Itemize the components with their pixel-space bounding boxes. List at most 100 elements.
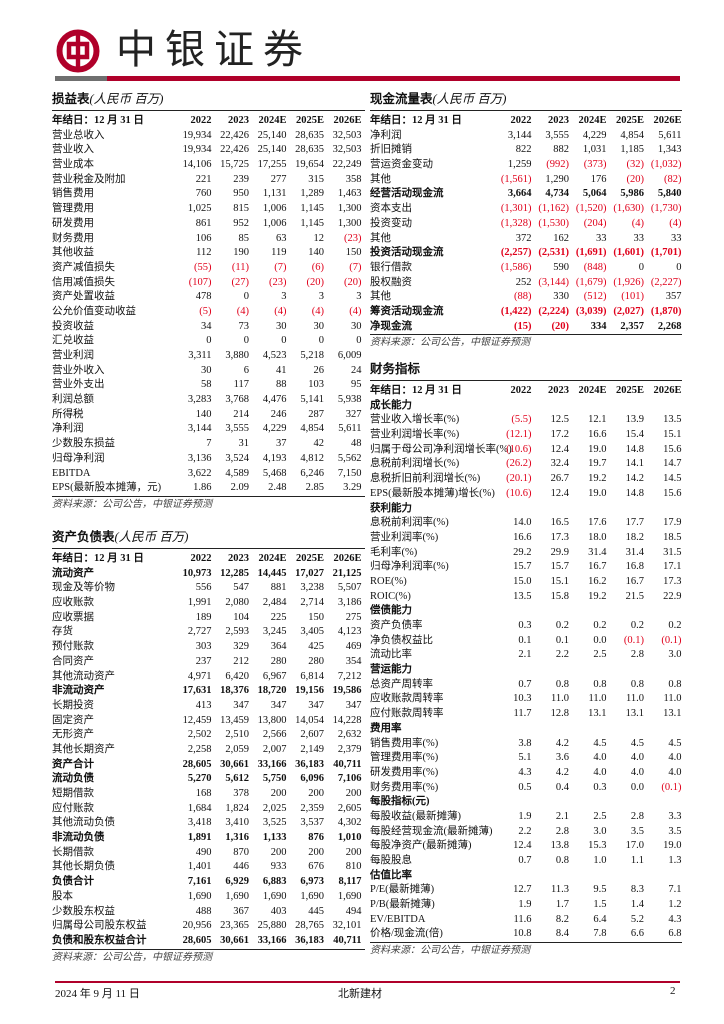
cell-value: 9.5 bbox=[593, 884, 607, 896]
row-label: 其他 bbox=[370, 291, 391, 303]
cell-value: 5,218 bbox=[300, 350, 324, 361]
table-bottom-rule bbox=[52, 948, 365, 950]
source-note: 资料来源：公司公告，中银证券预测 bbox=[370, 945, 530, 957]
cell-value: 4,854 bbox=[300, 423, 324, 435]
cell-value: 8.2 bbox=[555, 913, 569, 925]
cell-value: 3,136 bbox=[187, 452, 212, 464]
cell-value: 85 bbox=[238, 232, 250, 244]
header-rule-gray bbox=[55, 76, 107, 81]
table-row: 资产减值损失 (55) (11) (7) (6) (7) bbox=[52, 261, 365, 276]
year-header: 2024E bbox=[578, 385, 607, 396]
cell-value: 1,690 bbox=[337, 890, 362, 902]
cell-value: 1,006 bbox=[262, 217, 287, 229]
cell-value: 5,611 bbox=[658, 129, 682, 141]
cell-value: 29.2 bbox=[513, 546, 532, 558]
cell-value: 13.9 bbox=[625, 414, 644, 426]
cell-value: 16.2 bbox=[588, 575, 607, 587]
table-row: 息税前利润率(%) 14.0 16.5 17.6 17.7 17.9 bbox=[370, 516, 682, 531]
row-label: 总资产周转率 bbox=[370, 678, 433, 690]
row-label: 资本支出 bbox=[370, 203, 412, 215]
table-row: 经营活动现金流 3,664 4,734 5,064 5,986 5,840 bbox=[370, 187, 682, 202]
cell-value: 287 bbox=[308, 408, 324, 420]
cell-value: 12.7 bbox=[513, 884, 532, 896]
cell-value: 12,459 bbox=[182, 714, 212, 726]
cell-value: 0 bbox=[243, 335, 249, 347]
cell-value: 23,365 bbox=[220, 920, 249, 932]
cell-value: 29.9 bbox=[550, 546, 569, 558]
cell-value: (2,027) bbox=[613, 305, 644, 317]
table-row: 非流动资产 17,631 18,376 18,720 19,156 19,586 bbox=[52, 684, 365, 699]
cell-value: 0.3 bbox=[593, 781, 607, 793]
cell-value: 275 bbox=[345, 611, 362, 623]
cash-flow-table: 现金流量表(人民币 百万) 年结日：12 月 31 日 2022 2023 2024E 2… bbox=[370, 91, 682, 351]
section-title: 现金流量表(人民币 百万) bbox=[370, 91, 682, 111]
cell-value: 4.2 bbox=[555, 737, 569, 749]
cell-value: 403 bbox=[270, 905, 287, 917]
row-label: 成长能力 bbox=[370, 399, 412, 411]
cell-value: 2.8 bbox=[555, 825, 569, 837]
cell-value: 1,145 bbox=[300, 217, 324, 229]
cell-value: (20.1) bbox=[506, 473, 532, 485]
fiscal-year-label: 年结日：12 月 31 日 bbox=[370, 115, 462, 126]
cell-value: 200 bbox=[308, 846, 324, 858]
cell-value: 494 bbox=[345, 905, 362, 917]
table-row: 资产合计 28,605 30,661 33,166 36,183 40,711 bbox=[52, 758, 365, 773]
cell-value: 4.0 bbox=[593, 766, 607, 778]
table-row: 长期借款 490 870 200 200 200 bbox=[52, 846, 365, 861]
cell-value: 5,562 bbox=[337, 452, 362, 464]
section-subheading-row: 每股指标(元) bbox=[370, 795, 682, 810]
cell-value: 2,566 bbox=[262, 729, 287, 741]
cell-value: 5,507 bbox=[337, 582, 362, 594]
cell-value: 0.8 bbox=[668, 678, 682, 690]
cell-value: 6,009 bbox=[337, 350, 362, 361]
cell-value: 2,059 bbox=[225, 743, 249, 755]
cell-value: 15.1 bbox=[663, 429, 682, 441]
cell-value: 0.5 bbox=[518, 781, 532, 793]
cell-value: (373) bbox=[583, 159, 607, 171]
row-label: EBITDA bbox=[52, 467, 91, 479]
cell-value: 1,300 bbox=[337, 203, 362, 215]
cell-value: 5.2 bbox=[630, 913, 644, 925]
row-label: 营业外支出 bbox=[52, 379, 105, 391]
cell-value: 15.1 bbox=[550, 575, 569, 587]
cell-value: 303 bbox=[195, 641, 212, 653]
cell-value: 18,720 bbox=[257, 685, 287, 697]
cell-value: 0 bbox=[356, 335, 362, 347]
table-row: ROE(%) 15.0 15.1 16.2 16.7 17.3 bbox=[370, 575, 682, 590]
year-header: 2024E bbox=[258, 553, 287, 564]
cell-value: 2,149 bbox=[300, 743, 324, 755]
cell-value: 11.6 bbox=[513, 913, 532, 925]
cell-value: 4,734 bbox=[545, 188, 569, 200]
cell-value: 6.4 bbox=[593, 913, 607, 925]
cell-value: (3,039) bbox=[575, 305, 607, 317]
cell-value: 200 bbox=[308, 788, 324, 799]
cell-value: 0.8 bbox=[555, 855, 569, 866]
cell-value: 36,183 bbox=[295, 758, 324, 770]
cell-value: 1,316 bbox=[225, 832, 249, 844]
cell-value: 810 bbox=[345, 861, 362, 873]
table-row: 其他长期资产 2,258 2,059 2,007 2,149 2,379 bbox=[52, 743, 365, 758]
cell-value: 25,140 bbox=[257, 144, 287, 156]
cell-value: 12.4 bbox=[550, 487, 569, 499]
cell-value: 347 bbox=[270, 699, 287, 711]
cell-value: 33 bbox=[596, 232, 607, 244]
row-label: 长期投资 bbox=[52, 699, 94, 711]
cell-value: 11.0 bbox=[663, 693, 682, 705]
brand-name: 中银证券 bbox=[116, 27, 312, 73]
cell-value: 0.0 bbox=[593, 634, 607, 646]
row-label: 短期借款 bbox=[52, 788, 94, 799]
cell-value: (23) bbox=[344, 232, 362, 244]
table-bottom-rule bbox=[370, 942, 682, 944]
cell-value: 5,986 bbox=[620, 188, 644, 200]
row-label: 负债合计 bbox=[52, 876, 94, 888]
cell-value: 15,725 bbox=[220, 159, 249, 171]
cell-value: (12.1) bbox=[506, 429, 532, 441]
cell-value: 1,684 bbox=[187, 802, 212, 814]
cell-value: 11.0 bbox=[551, 693, 569, 705]
cell-value: 32,101 bbox=[332, 920, 362, 932]
row-label: 营业利润 bbox=[52, 350, 94, 361]
cell-value: 19.2 bbox=[588, 473, 607, 485]
cell-value: 31 bbox=[238, 438, 250, 450]
cell-value: 26 bbox=[313, 364, 325, 376]
cell-value: 214 bbox=[233, 408, 249, 420]
